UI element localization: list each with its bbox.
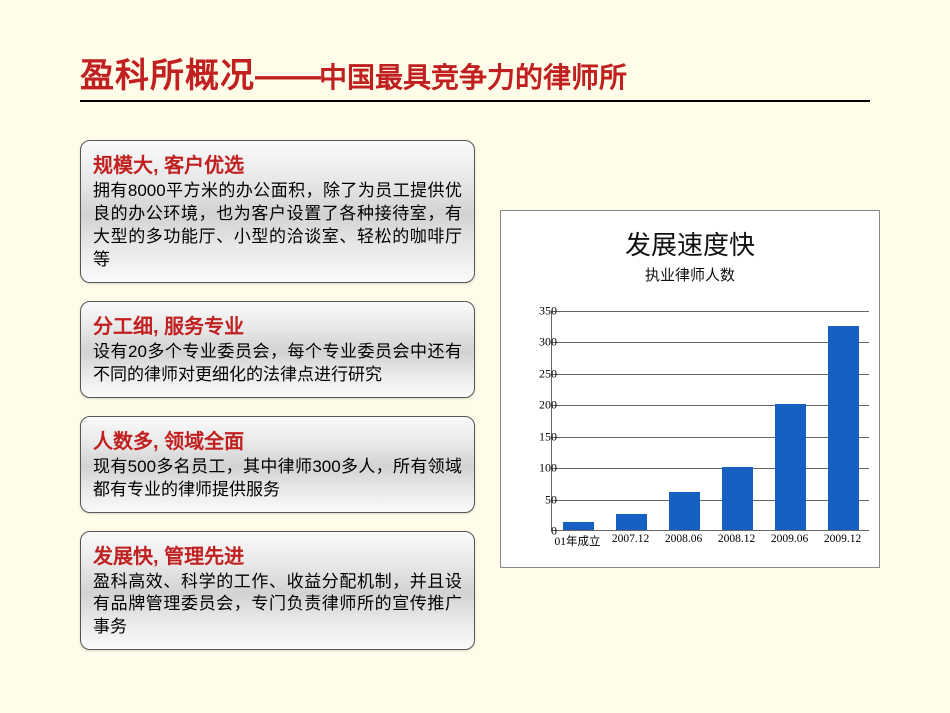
title-sub: 中国最具竞争力的律师所 — [319, 62, 627, 93]
card-heading: 人数多, 领域全面 — [93, 425, 462, 454]
title-dash: —— — [255, 57, 319, 95]
card-body: 设有20多个专业委员会，每个专业委员会中还有不同的律师对更细化的法律点进行研究 — [93, 341, 462, 387]
slide-title: 盈科所概况——中国最具竞争力的律师所 — [80, 48, 870, 97]
chart-subtitle: 执业律师人数 — [501, 264, 879, 285]
card-growth: 发展快, 管理先进 盈科高效、科学的工作、收益分配机制，并且设有品牌管理委员会，… — [80, 531, 475, 651]
card-body: 拥有8000平方米的办公面积，除了为员工提供优良的办公环境，也为客户设置了各种接… — [93, 180, 462, 272]
card-heading: 规模大, 客户优选 — [93, 149, 462, 178]
card-body: 现有500多名员工，其中律师300多人，所有领域都有专业的律师提供服务 — [93, 456, 462, 502]
chart-xtick: 2008.06 — [665, 533, 702, 545]
chart-xtick: 2007.12 — [612, 533, 649, 545]
chart-ytick: 100 — [517, 461, 557, 476]
chart-bar — [669, 492, 700, 530]
chart-bar — [616, 514, 647, 530]
chart-ytick: 300 — [517, 335, 557, 350]
title-main: 盈科所概况 — [80, 57, 255, 95]
chart-ytick: 200 — [517, 398, 557, 413]
chart-xtick: 01年成立 — [555, 533, 601, 549]
card-specialization: 分工细, 服务专业 设有20多个专业委员会，每个专业委员会中还有不同的律师对更细… — [80, 301, 475, 398]
chart-ytick: 250 — [517, 366, 557, 381]
cards-column: 规模大, 客户优选 拥有8000平方米的办公面积，除了为员工提供优良的办公环境，… — [80, 140, 475, 668]
card-staff: 人数多, 领域全面 现有500多名员工，其中律师300多人，所有领域都有专业的律… — [80, 416, 475, 513]
chart-title: 发展速度快 — [501, 225, 879, 262]
chart-gridline — [552, 374, 869, 375]
chart-ytick: 350 — [517, 304, 557, 319]
chart-gridline — [552, 405, 869, 406]
chart-xtick: 2009.06 — [771, 533, 808, 545]
chart-gridline — [552, 500, 869, 501]
chart-ytick: 50 — [517, 492, 557, 507]
card-body: 盈科高效、科学的工作、收益分配机制，并且设有品牌管理委员会，专门负责律师所的宣传… — [93, 571, 462, 640]
growth-chart: 发展速度快 执业律师人数 01年成立 2007.12 2008.06 2008.12 2… — [500, 210, 880, 568]
chart-xtick: 2009.12 — [824, 533, 861, 545]
chart-gridline — [552, 311, 869, 312]
chart-bar — [828, 326, 859, 530]
chart-plot-area — [551, 311, 869, 531]
card-scale: 规模大, 客户优选 拥有8000平方米的办公面积，除了为员工提供优良的办公环境，… — [80, 140, 475, 283]
chart-bar — [775, 404, 806, 530]
chart-gridline — [552, 437, 869, 438]
chart-ytick: 0 — [517, 524, 557, 539]
card-heading: 分工细, 服务专业 — [93, 310, 462, 339]
chart-bar — [563, 522, 594, 530]
chart-gridline — [552, 468, 869, 469]
chart-xtick: 2008.12 — [718, 533, 755, 545]
chart-bar — [722, 467, 753, 530]
title-rule — [80, 100, 870, 102]
chart-gridline — [552, 342, 869, 343]
card-heading: 发展快, 管理先进 — [93, 540, 462, 569]
chart-ytick: 150 — [517, 429, 557, 444]
